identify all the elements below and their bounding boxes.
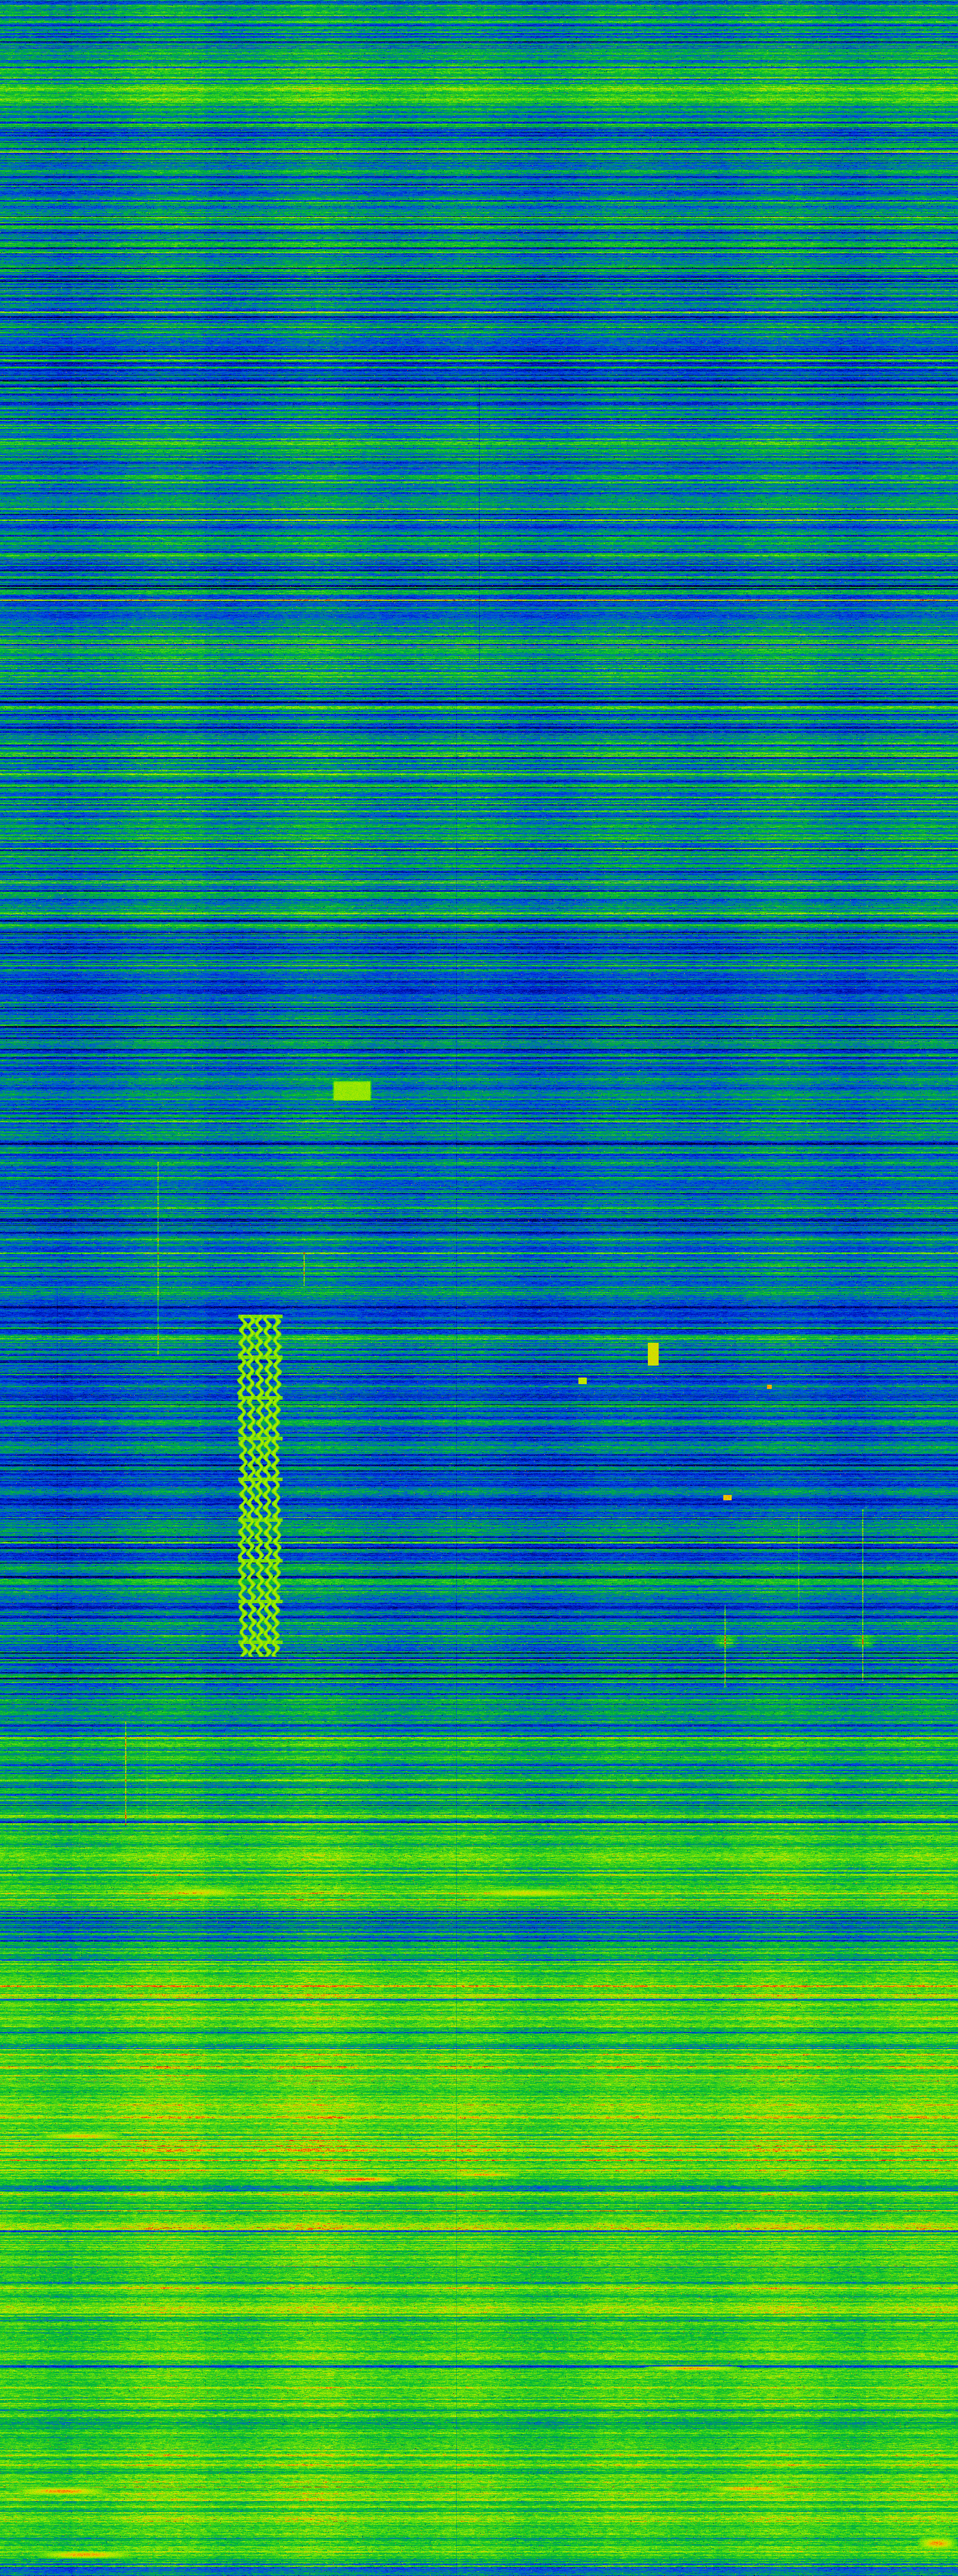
spectrogram-canvas xyxy=(0,0,958,2576)
spectrogram xyxy=(0,0,958,2576)
